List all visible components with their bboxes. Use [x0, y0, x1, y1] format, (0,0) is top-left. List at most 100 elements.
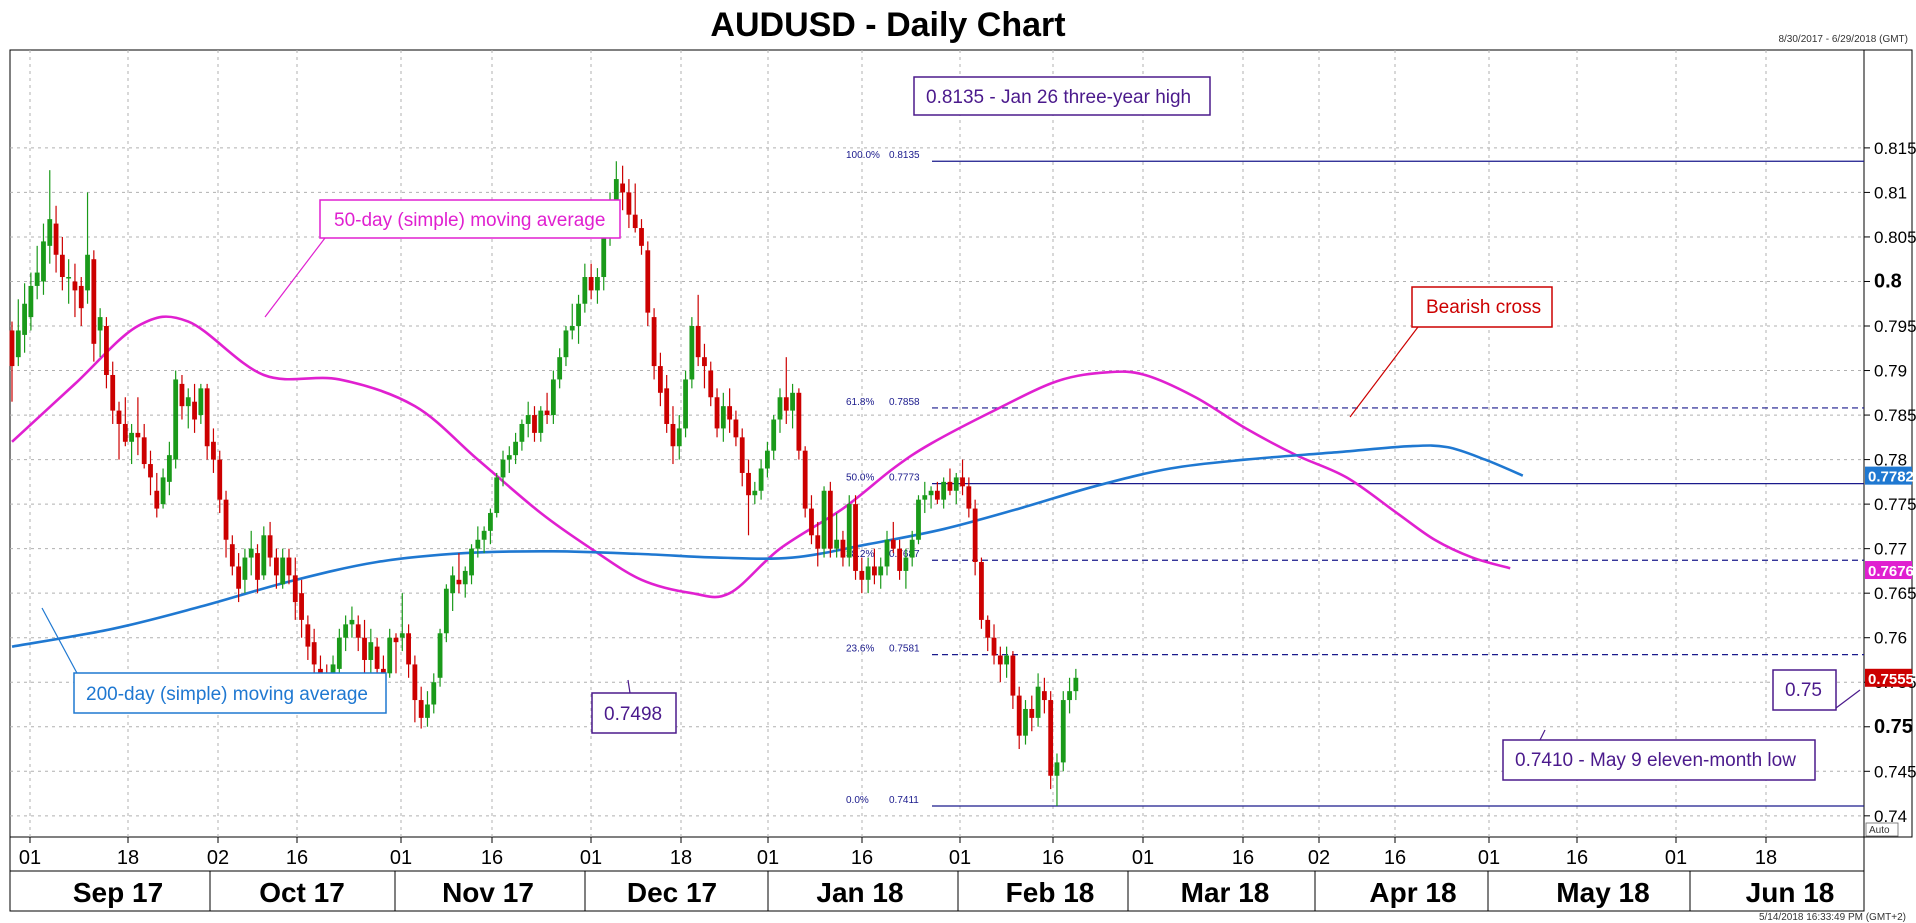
candle-up — [1004, 655, 1010, 665]
month-label: Sep 17 — [73, 877, 163, 908]
candle-up — [173, 379, 179, 460]
candle-down — [702, 357, 707, 367]
candle-up — [343, 624, 349, 638]
candle-down — [997, 655, 1003, 665]
candlesticks — [9, 161, 1079, 807]
candle-up — [15, 330, 21, 358]
annotation-200day-ma: 200-day (simple) moving average — [41, 607, 387, 714]
candle-down — [664, 388, 670, 424]
price-tag-text: 0.7555 — [1868, 671, 1914, 688]
candle-down — [695, 326, 701, 358]
date-axis-panel — [9, 836, 1865, 872]
x-tick-label: 16 — [481, 847, 503, 869]
x-tick-label: 16 — [1042, 847, 1064, 869]
candle-up — [689, 326, 695, 380]
candle-up — [488, 513, 493, 531]
annotation-three-year-high-text: 0.8135 - Jan 26 three-year high — [926, 87, 1191, 108]
candle-up — [953, 477, 959, 491]
price-axis-panel — [1863, 49, 1913, 838]
y-tick-label: 0.79 — [1874, 362, 1907, 381]
candle-up — [613, 179, 619, 202]
candle-up — [160, 477, 166, 505]
candle-down — [229, 544, 235, 567]
candle-up — [928, 490, 934, 496]
candle-up — [1067, 691, 1072, 701]
candle-down — [286, 557, 292, 576]
candle-down — [59, 254, 65, 278]
candle-down — [204, 388, 210, 447]
y-tick-label: 0.765 — [1874, 584, 1916, 603]
x-tick-label: 18 — [670, 847, 692, 869]
candle-down — [192, 401, 197, 420]
candle-up — [758, 468, 764, 491]
month-axis-panel — [9, 870, 1865, 912]
x-tick-label: 01 — [580, 847, 602, 869]
y-tick-label: 0.805 — [1874, 228, 1916, 247]
candle-up — [569, 326, 575, 331]
annotation-075-text: 0.75 — [1785, 680, 1822, 701]
candle-down — [122, 423, 128, 442]
candle-up — [834, 539, 840, 549]
candle-up — [336, 637, 342, 669]
month-label: Jan 18 — [816, 877, 903, 908]
candle-up — [66, 277, 72, 279]
x-tick-label: 01 — [757, 847, 779, 869]
candle-up — [771, 419, 777, 451]
x-tick-label: 01 — [19, 847, 41, 869]
annotation-eleven-month-low: 0.7410 - May 9 eleven-month low — [1502, 729, 1816, 781]
candle-up — [1054, 762, 1060, 776]
candle-down — [626, 192, 632, 215]
footer-timestamp: 5/14/2018 16:33:49 PM (GMT+2) — [1759, 912, 1906, 923]
candle-down — [708, 370, 714, 398]
date-range-label: 8/30/2017 - 6/29/2018 (GMT) — [1778, 34, 1908, 45]
fib-label: 0.0% — [846, 795, 869, 806]
month-label: Nov 17 — [442, 877, 534, 908]
x-tick-label: 18 — [1755, 847, 1777, 869]
x-tick-label: 16 — [1384, 847, 1406, 869]
candle-up — [1060, 700, 1066, 763]
auto-label: Auto — [1869, 825, 1890, 836]
candle-up — [97, 317, 103, 331]
candle-up — [85, 254, 90, 291]
candle-up — [437, 633, 443, 678]
candle-down — [934, 490, 940, 500]
y-tick-label: 0.77 — [1874, 540, 1907, 559]
annotation-50day-text: 50-day (simple) moving average — [334, 210, 605, 231]
price-tag-text: 0.7782 — [1868, 469, 1914, 486]
candle-up — [595, 277, 600, 291]
candle-down — [179, 383, 185, 407]
candle-down — [544, 410, 550, 416]
candle-down — [305, 624, 311, 647]
candle-down — [393, 637, 399, 643]
candle-down — [355, 624, 361, 638]
candle-down — [1029, 708, 1035, 718]
candle-down — [148, 464, 153, 478]
y-tick-label: 0.785 — [1874, 406, 1916, 425]
y-tick-label: 0.74 — [1874, 807, 1907, 826]
x-tick-label: 16 — [1566, 847, 1588, 869]
annotation-200day-text: 200-day (simple) moving average — [86, 684, 368, 705]
fib-label: 50.0% — [846, 473, 874, 484]
candle-up — [475, 539, 481, 549]
candle-up — [41, 241, 46, 282]
candle-down — [853, 504, 858, 571]
candle-up — [47, 219, 53, 246]
candle-down — [859, 570, 865, 580]
candle-up — [22, 303, 27, 335]
candle-down — [809, 508, 814, 536]
y-tick-label: 0.76 — [1874, 629, 1907, 648]
candle-up — [865, 566, 871, 580]
candle-down — [412, 664, 418, 701]
candle-down — [110, 374, 116, 411]
candle-up — [425, 704, 430, 718]
month-labels: Sep 17 Oct 17 Nov 17 Dec 17 Jan 18 Feb 18 Mar … — [73, 871, 1834, 911]
auto-button[interactable] — [1865, 822, 1899, 837]
candle-down — [255, 553, 260, 580]
candle-up — [941, 481, 947, 500]
candle-up — [550, 379, 556, 416]
y-axis-ticks: 0.740.7450.750.7550.760.7650.770.7750.78… — [1864, 139, 1916, 826]
fib-value: 0.8135 — [889, 150, 920, 161]
candle-down — [890, 539, 896, 549]
candle-up — [431, 682, 437, 705]
